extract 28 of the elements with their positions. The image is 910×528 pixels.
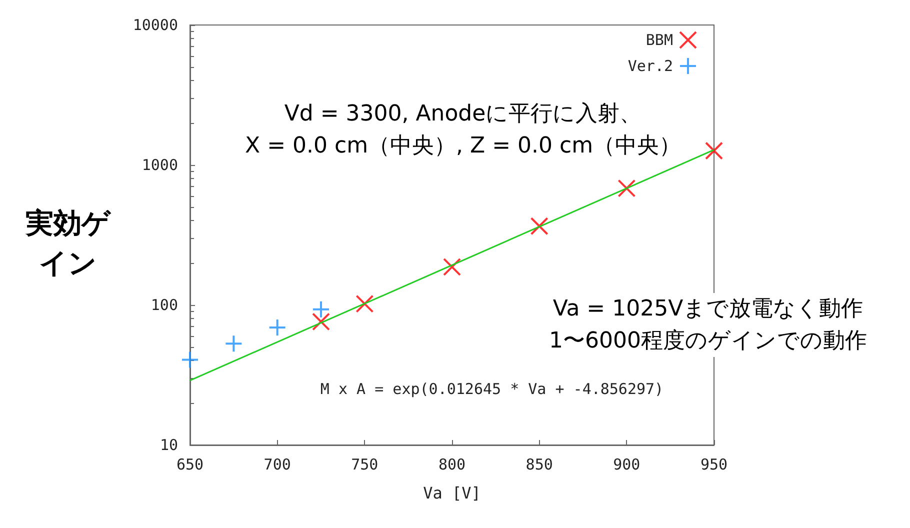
x-tick-label: 750 — [351, 456, 378, 474]
point — [618, 179, 636, 198]
point — [705, 142, 723, 160]
x-tick-label: 850 — [526, 456, 553, 474]
annotation: Vd = 3300, Anodeに平行に入射、 X = 0.0 cm（中央）, Z = 0.0 cm（中央） — [245, 102, 681, 158]
legend-label: Ver.2 — [628, 57, 673, 75]
point — [268, 318, 286, 337]
y-tick-label: 1000 — [142, 156, 178, 174]
y-axis-title: 実効ゲイン — [24, 206, 112, 280]
y-tick-label: 100 — [150, 296, 178, 314]
point — [224, 334, 243, 353]
x-axis-title: Va [V] — [423, 484, 481, 502]
point — [356, 294, 374, 313]
point — [530, 217, 548, 236]
x-tick-label: 650 — [176, 456, 204, 474]
legend-label: BBM — [646, 31, 673, 49]
x-tick-label: 950 — [700, 456, 728, 474]
point — [312, 300, 330, 318]
x-tick-label: 800 — [438, 456, 466, 474]
x-tick-label: 700 — [264, 456, 291, 474]
x-tick-label: 900 — [613, 456, 640, 474]
annotation: M x A = exp(0.012645 * Va + -4.856297) — [320, 380, 664, 398]
annotation: Va = 1025Vまで放電なく動作 1〜6000程度のゲインでの動作 — [549, 296, 867, 354]
point — [312, 312, 330, 331]
y-tick-label: 10000 — [132, 16, 178, 34]
point — [443, 258, 461, 276]
y-tick-label: 10 — [160, 436, 178, 454]
point — [181, 350, 199, 369]
